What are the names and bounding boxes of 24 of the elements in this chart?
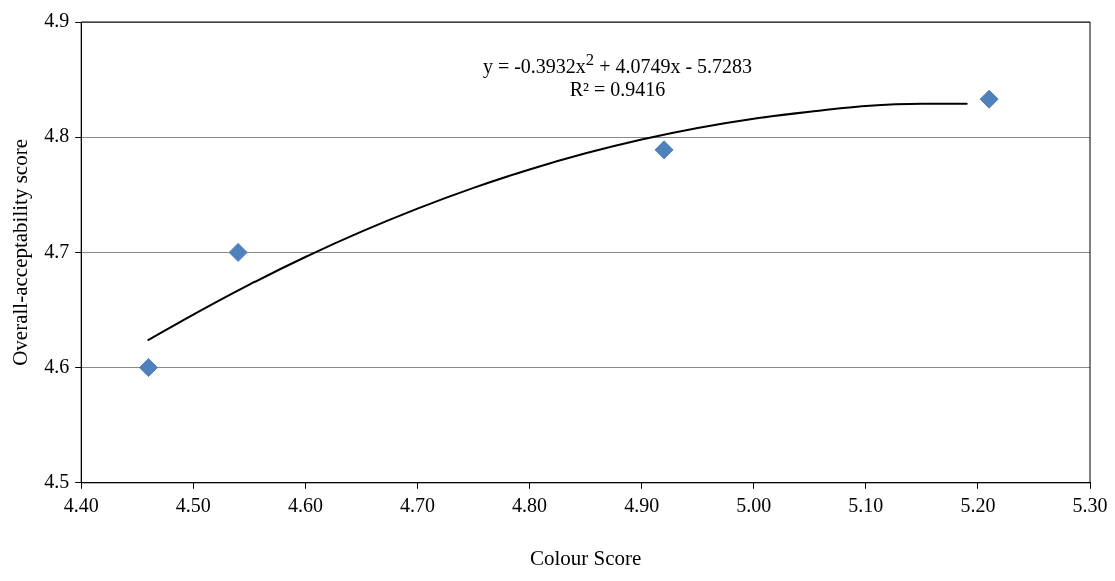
point: [138, 358, 158, 378]
y-axis-title: Overall-acceptability score: [8, 139, 33, 366]
line-series: [147, 102, 968, 341]
x-tick-label: 5.10: [848, 494, 884, 517]
x-axis-title: Colour Score: [529, 545, 642, 570]
y-tick-label: 4.9: [44, 9, 70, 32]
x-tick-label: 4.40: [63, 494, 99, 517]
x-tick-label: 4.70: [399, 494, 435, 517]
x-tick-label: 5.20: [960, 494, 996, 517]
x-tick-label: 5.30: [1072, 494, 1108, 517]
x-tick-label: 5.00: [736, 494, 772, 517]
point: [654, 140, 674, 160]
point: [979, 89, 999, 109]
x-tick-label: 4.50: [175, 494, 211, 517]
annotation: R² = 0.9416: [568, 78, 667, 101]
y-tick-label: 4.7: [44, 239, 70, 262]
y-tick-label: 4.6: [44, 354, 70, 377]
x-tick-label: 4.90: [624, 494, 660, 517]
annotation: y = -0.3932x$^{2}$ + 4.0749x - 5.7283: [481, 50, 754, 78]
y-tick-label: 4.8: [44, 124, 70, 147]
x-tick-label: 4.60: [287, 494, 323, 517]
point: [228, 242, 248, 262]
y-tick-label: 4.5: [44, 470, 70, 493]
x-tick-label: 4.80: [512, 494, 548, 517]
